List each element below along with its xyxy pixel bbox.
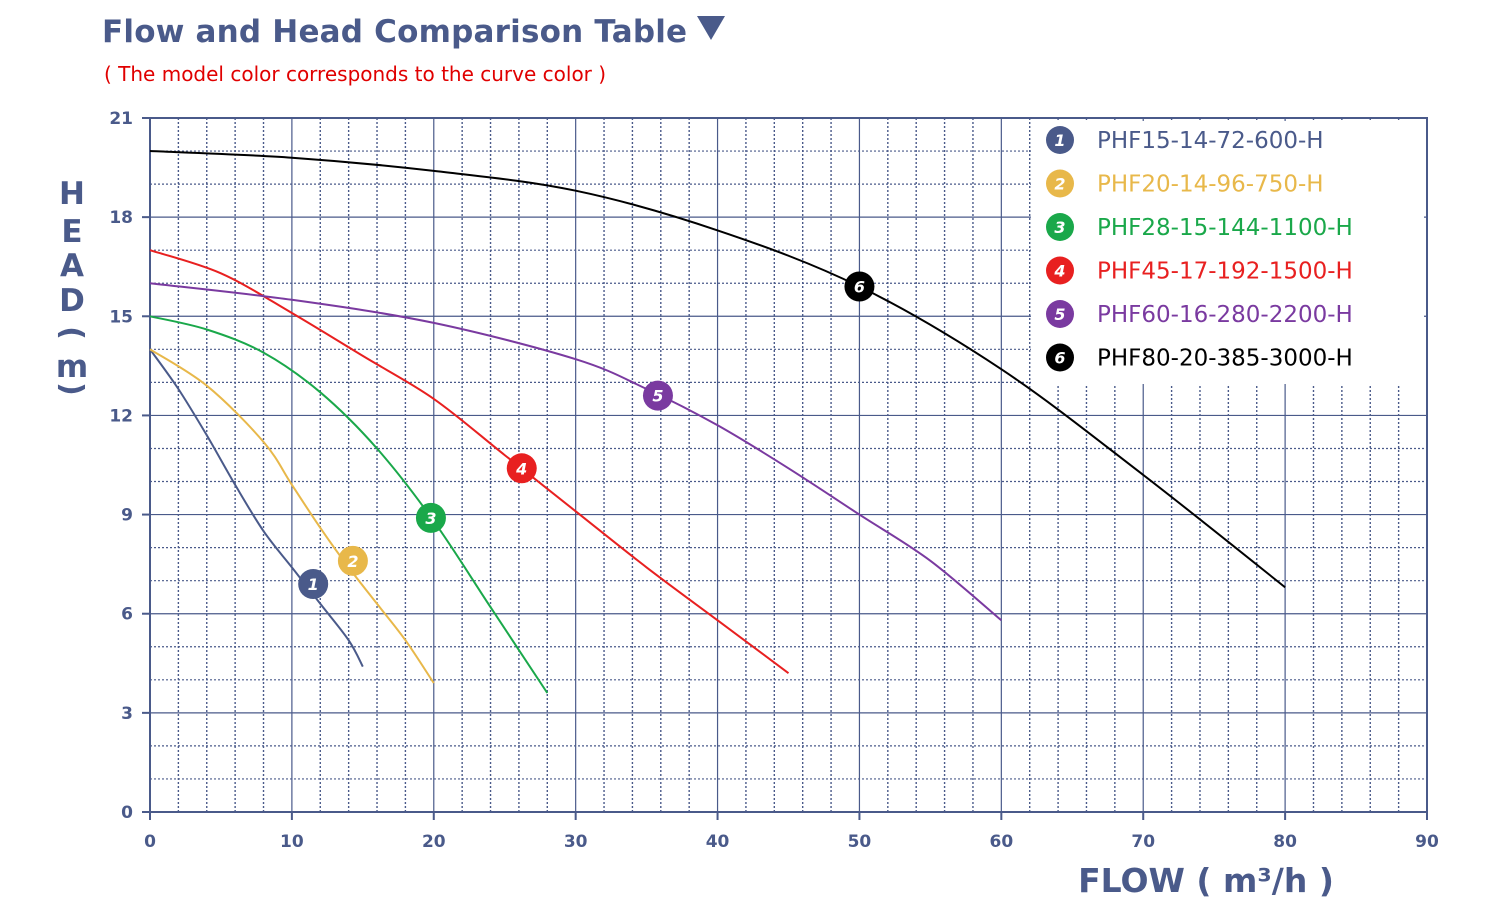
series-marker-label-4: 4 (515, 459, 527, 478)
y-axis-title-char: ) (54, 382, 89, 396)
y-tick-label: 0 (121, 803, 133, 823)
x-tick-label: 60 (989, 832, 1013, 852)
y-tick-label: 3 (121, 704, 133, 724)
y-axis-title-char: A (60, 248, 84, 284)
series-marker-label-5: 5 (652, 387, 663, 406)
page-subtitle: ( The model color corresponds to the cur… (104, 62, 607, 86)
series-marker-3 (415, 502, 446, 533)
legend-marker-3 (1046, 213, 1074, 241)
legend-label-3: PHF28-15-144-1100-H (1097, 215, 1353, 241)
series-markers: 1 2 3 4 5 6 (298, 271, 875, 599)
legend-marker-label-4: 4 (1053, 262, 1065, 281)
legend-label-4: PHF45-17-192-1500-H (1097, 259, 1353, 285)
series-marker-2 (337, 545, 368, 576)
x-axis-ticks: 0 10 20 30 40 50 60 70 80 90 (144, 812, 1439, 852)
y-axis-title-char: D (59, 283, 85, 319)
series-line-1 (149, 348, 364, 668)
y-tick-label: 12 (109, 406, 133, 426)
series-marker-5 (642, 380, 673, 411)
series-line-4 (149, 249, 790, 675)
legend-label-1: PHF15-14-72-600-H (1097, 128, 1324, 154)
y-axis-title-char: ( (54, 326, 89, 340)
legend-label-5: PHF60-16-280-2200-H (1097, 302, 1353, 328)
y-tick-label: 9 (121, 506, 133, 526)
legend-box (1031, 121, 1424, 384)
page-title: Flow and Head Comparison Table (102, 14, 726, 50)
legend-marker-label-2: 2 (1054, 175, 1065, 194)
legend-marker-1 (1046, 126, 1074, 154)
series-marker-label-3: 3 (425, 509, 436, 528)
legend-item-5: 5 PHF60-16-280-2200-H (1046, 300, 1353, 328)
legend-marker-label-6: 6 (1054, 349, 1065, 368)
x-tick-label: 90 (1415, 832, 1439, 852)
series-line-2 (149, 348, 435, 684)
y-axis-title-char: E (61, 214, 82, 250)
y-tick-label: 6 (121, 605, 133, 625)
series-marker-1 (298, 568, 329, 599)
x-tick-label: 30 (564, 832, 588, 852)
series-marker-6 (844, 271, 875, 302)
x-tick-label: 70 (1131, 832, 1155, 852)
x-tick-label: 10 (280, 832, 304, 852)
y-axis-title-char: m (56, 349, 88, 385)
series-line-6 (149, 150, 1286, 589)
x-tick-label: 80 (1273, 832, 1297, 852)
y-tick-label: 15 (109, 307, 133, 327)
legend-marker-2 (1046, 169, 1074, 198)
y-tick-label: 21 (109, 109, 133, 129)
legend-marker-6 (1046, 343, 1074, 372)
legend-item-6: 6 PHF80-20-385-3000-H (1046, 343, 1353, 372)
series-line-3 (149, 315, 549, 694)
series-marker-label-6: 6 (854, 278, 865, 297)
legend-marker-label-3: 3 (1054, 218, 1065, 237)
legend-marker-4 (1046, 256, 1074, 285)
y-axis-title-char: H (59, 176, 85, 212)
legend-item-4: 4 PHF45-17-192-1500-H (1046, 256, 1353, 285)
x-tick-label: 20 (422, 832, 446, 852)
series-marker-4 (506, 453, 537, 484)
legend-marker-label-1: 1 (1054, 131, 1065, 150)
legend: 1 PHF15-14-72-600-H 2 PHF20-14-96-750-H 3 PHF… (1031, 121, 1424, 384)
x-axis-title: FLOW ( m³/h ) (1078, 861, 1334, 900)
x-tick-label: 0 (144, 832, 156, 852)
legend-marker-5 (1046, 300, 1074, 328)
y-axis-ticks: 0 3 6 9 12 15 18 21 (109, 109, 150, 823)
legend-marker-label-5: 5 (1054, 305, 1065, 324)
plot-frame (149, 117, 1428, 813)
legend-item-1: 1 PHF15-14-72-600-H (1046, 126, 1324, 154)
triangle-down-icon (697, 16, 726, 40)
series-marker-label-2: 2 (347, 552, 358, 571)
x-tick-label: 40 (706, 832, 730, 852)
legend-item-2: 2 PHF20-14-96-750-H (1046, 169, 1324, 198)
y-tick-label: 18 (109, 208, 133, 228)
x-tick-label: 50 (848, 832, 872, 852)
legend-item-3: 3 PHF28-15-144-1100-H (1046, 213, 1353, 241)
legend-label-2: PHF20-14-96-750-H (1097, 172, 1324, 198)
legend-label-6: PHF80-20-385-3000-H (1097, 346, 1353, 372)
series-marker-label-1: 1 (308, 575, 319, 594)
